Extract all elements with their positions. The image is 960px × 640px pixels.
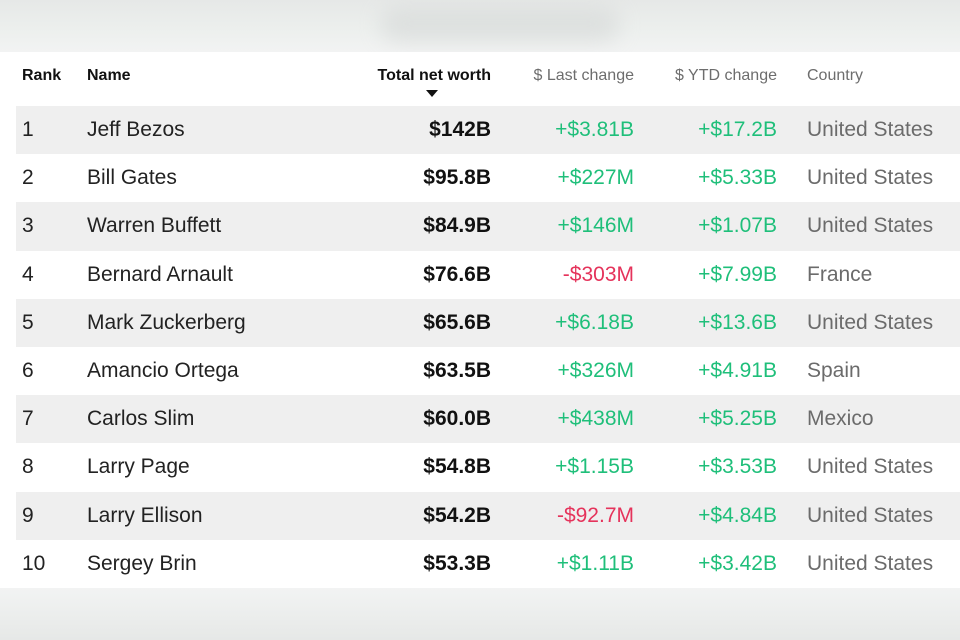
column-header-last-change[interactable]: $ Last change xyxy=(533,67,634,84)
net-worth-cell: $84.9B xyxy=(423,214,491,238)
country-cell: United States xyxy=(807,166,934,190)
country-cell: France xyxy=(807,262,873,286)
table-header: Rank Name Total net worth $ Last change … xyxy=(16,52,960,106)
column-header-rank[interactable]: Rank xyxy=(22,67,62,84)
net-worth-cell: $142B xyxy=(429,118,491,141)
column-header-name[interactable]: Name xyxy=(87,67,131,84)
name-cell: Bill Gates xyxy=(87,166,177,190)
ytd-change-cell: +$17.2B xyxy=(698,118,777,141)
name-cell: Larry Ellison xyxy=(87,503,203,527)
table-row[interactable]: 2 Bill Gates $95.8B +$227M +$5.33B United Sta… xyxy=(16,154,960,202)
net-worth-cell: $65.6B xyxy=(423,310,491,334)
rank-cell: 2 xyxy=(22,166,34,190)
column-header-net-worth[interactable]: Total net worth xyxy=(377,67,491,84)
last-change-cell: +$227M xyxy=(557,166,634,190)
table-row[interactable]: 7 Carlos Slim $60.0B +$438M +$5.25B Mexico xyxy=(16,395,960,444)
last-change-cell: +$146M xyxy=(557,214,634,238)
ytd-change-cell: +$7.99B xyxy=(698,262,777,286)
rank-cell: 5 xyxy=(22,310,34,334)
name-cell: Mark Zuckerberg xyxy=(87,310,246,334)
last-change-cell: +$326M xyxy=(557,358,634,382)
country-cell: Mexico xyxy=(807,407,874,431)
ytd-change-cell: +$5.33B xyxy=(698,166,777,190)
ytd-change-cell: +$13.6B xyxy=(698,310,777,334)
net-worth-cell: $60.0B xyxy=(423,407,491,431)
name-cell: Bernard Arnault xyxy=(87,262,233,286)
last-change-cell: +$1.11B xyxy=(556,551,634,575)
ytd-change-cell: +$5.25B xyxy=(698,407,777,431)
blurred-background-bottom xyxy=(0,588,960,640)
table-row[interactable]: 8 Larry Page $54.8B +$1.15B +$3.53B United St… xyxy=(16,443,960,491)
table-row[interactable]: 1 Jeff Bezos $142B +$3.81B +$17.2B United Sta… xyxy=(16,106,960,155)
name-cell: Amancio Ortega xyxy=(87,358,239,382)
last-change-cell: +$6.18B xyxy=(555,310,634,334)
ytd-change-cell: +$4.84B xyxy=(698,503,777,527)
country-cell: United States xyxy=(807,118,934,141)
table-row[interactable]: 3 Warren Buffett $84.9B +$146M +$1.07B United… xyxy=(16,202,960,251)
table-row[interactable]: 9 Larry Ellison $54.2B -$92.7M +$4.84B United… xyxy=(16,491,960,540)
name-cell: Jeff Bezos xyxy=(87,118,185,141)
country-cell: Spain xyxy=(807,358,861,382)
rank-cell: 3 xyxy=(22,214,34,238)
net-worth-cell: $63.5B xyxy=(423,358,491,382)
ytd-change-cell: +$3.53B xyxy=(698,455,777,479)
last-change-cell: +$1.15B xyxy=(555,455,634,479)
ytd-change-cell: +$3.42B xyxy=(698,551,777,575)
ytd-change-cell: +$4.91B xyxy=(698,358,777,382)
column-header-ytd-change[interactable]: $ YTD change xyxy=(675,67,777,84)
name-cell: Carlos Slim xyxy=(87,407,195,431)
sort-descending-icon[interactable] xyxy=(426,90,438,97)
rank-cell: 1 xyxy=(22,118,34,141)
blurred-background-top xyxy=(0,0,960,52)
last-change-cell: +$438M xyxy=(557,407,634,431)
name-cell: Larry Page xyxy=(87,455,190,479)
name-cell: Sergey Brin xyxy=(87,551,197,575)
net-worth-cell: $53.3B xyxy=(423,551,491,575)
billionaires-table-panel: Rank Name Total net worth $ Last change … xyxy=(0,52,960,588)
rank-cell: 4 xyxy=(22,262,34,286)
billionaires-table: Rank Name Total net worth $ Last change … xyxy=(16,52,960,588)
country-cell: United States xyxy=(807,310,934,334)
rank-cell: 10 xyxy=(22,551,46,575)
last-change-cell: -$303M xyxy=(562,262,634,286)
table-row[interactable]: 6 Amancio Ortega $63.5B +$326M +$4.91B Spain xyxy=(16,347,960,395)
table-row[interactable]: 10 Sergey Brin $53.3B +$1.11B +$3.42B United … xyxy=(16,540,960,588)
ytd-change-cell: +$1.07B xyxy=(698,214,777,238)
rank-cell: 9 xyxy=(22,503,34,527)
country-cell: United States xyxy=(807,503,934,527)
net-worth-cell: $54.2B xyxy=(423,503,491,527)
last-change-cell: +$3.81B xyxy=(555,118,634,141)
country-cell: United States xyxy=(807,455,934,479)
net-worth-cell: $95.8B xyxy=(423,166,491,190)
table-body: 1 Jeff Bezos $142B +$3.81B +$17.2B United Sta… xyxy=(16,106,960,588)
net-worth-cell: $76.6B xyxy=(423,262,491,286)
last-change-cell: -$92.7M xyxy=(556,503,634,527)
table-row[interactable]: 4 Bernard Arnault $76.6B -$303M +$7.99B Franc… xyxy=(16,251,960,299)
country-cell: United States xyxy=(807,551,934,575)
table-row[interactable]: 5 Mark Zuckerberg $65.6B +$6.18B +$13.6B Unit… xyxy=(16,298,960,347)
name-cell: Warren Buffett xyxy=(87,214,222,238)
rank-cell: 8 xyxy=(22,455,34,479)
net-worth-cell: $54.8B xyxy=(423,455,491,479)
rank-cell: 6 xyxy=(22,358,34,382)
column-header-country[interactable]: Country xyxy=(807,67,864,84)
rank-cell: 7 xyxy=(22,407,34,431)
country-cell: United States xyxy=(807,214,934,238)
